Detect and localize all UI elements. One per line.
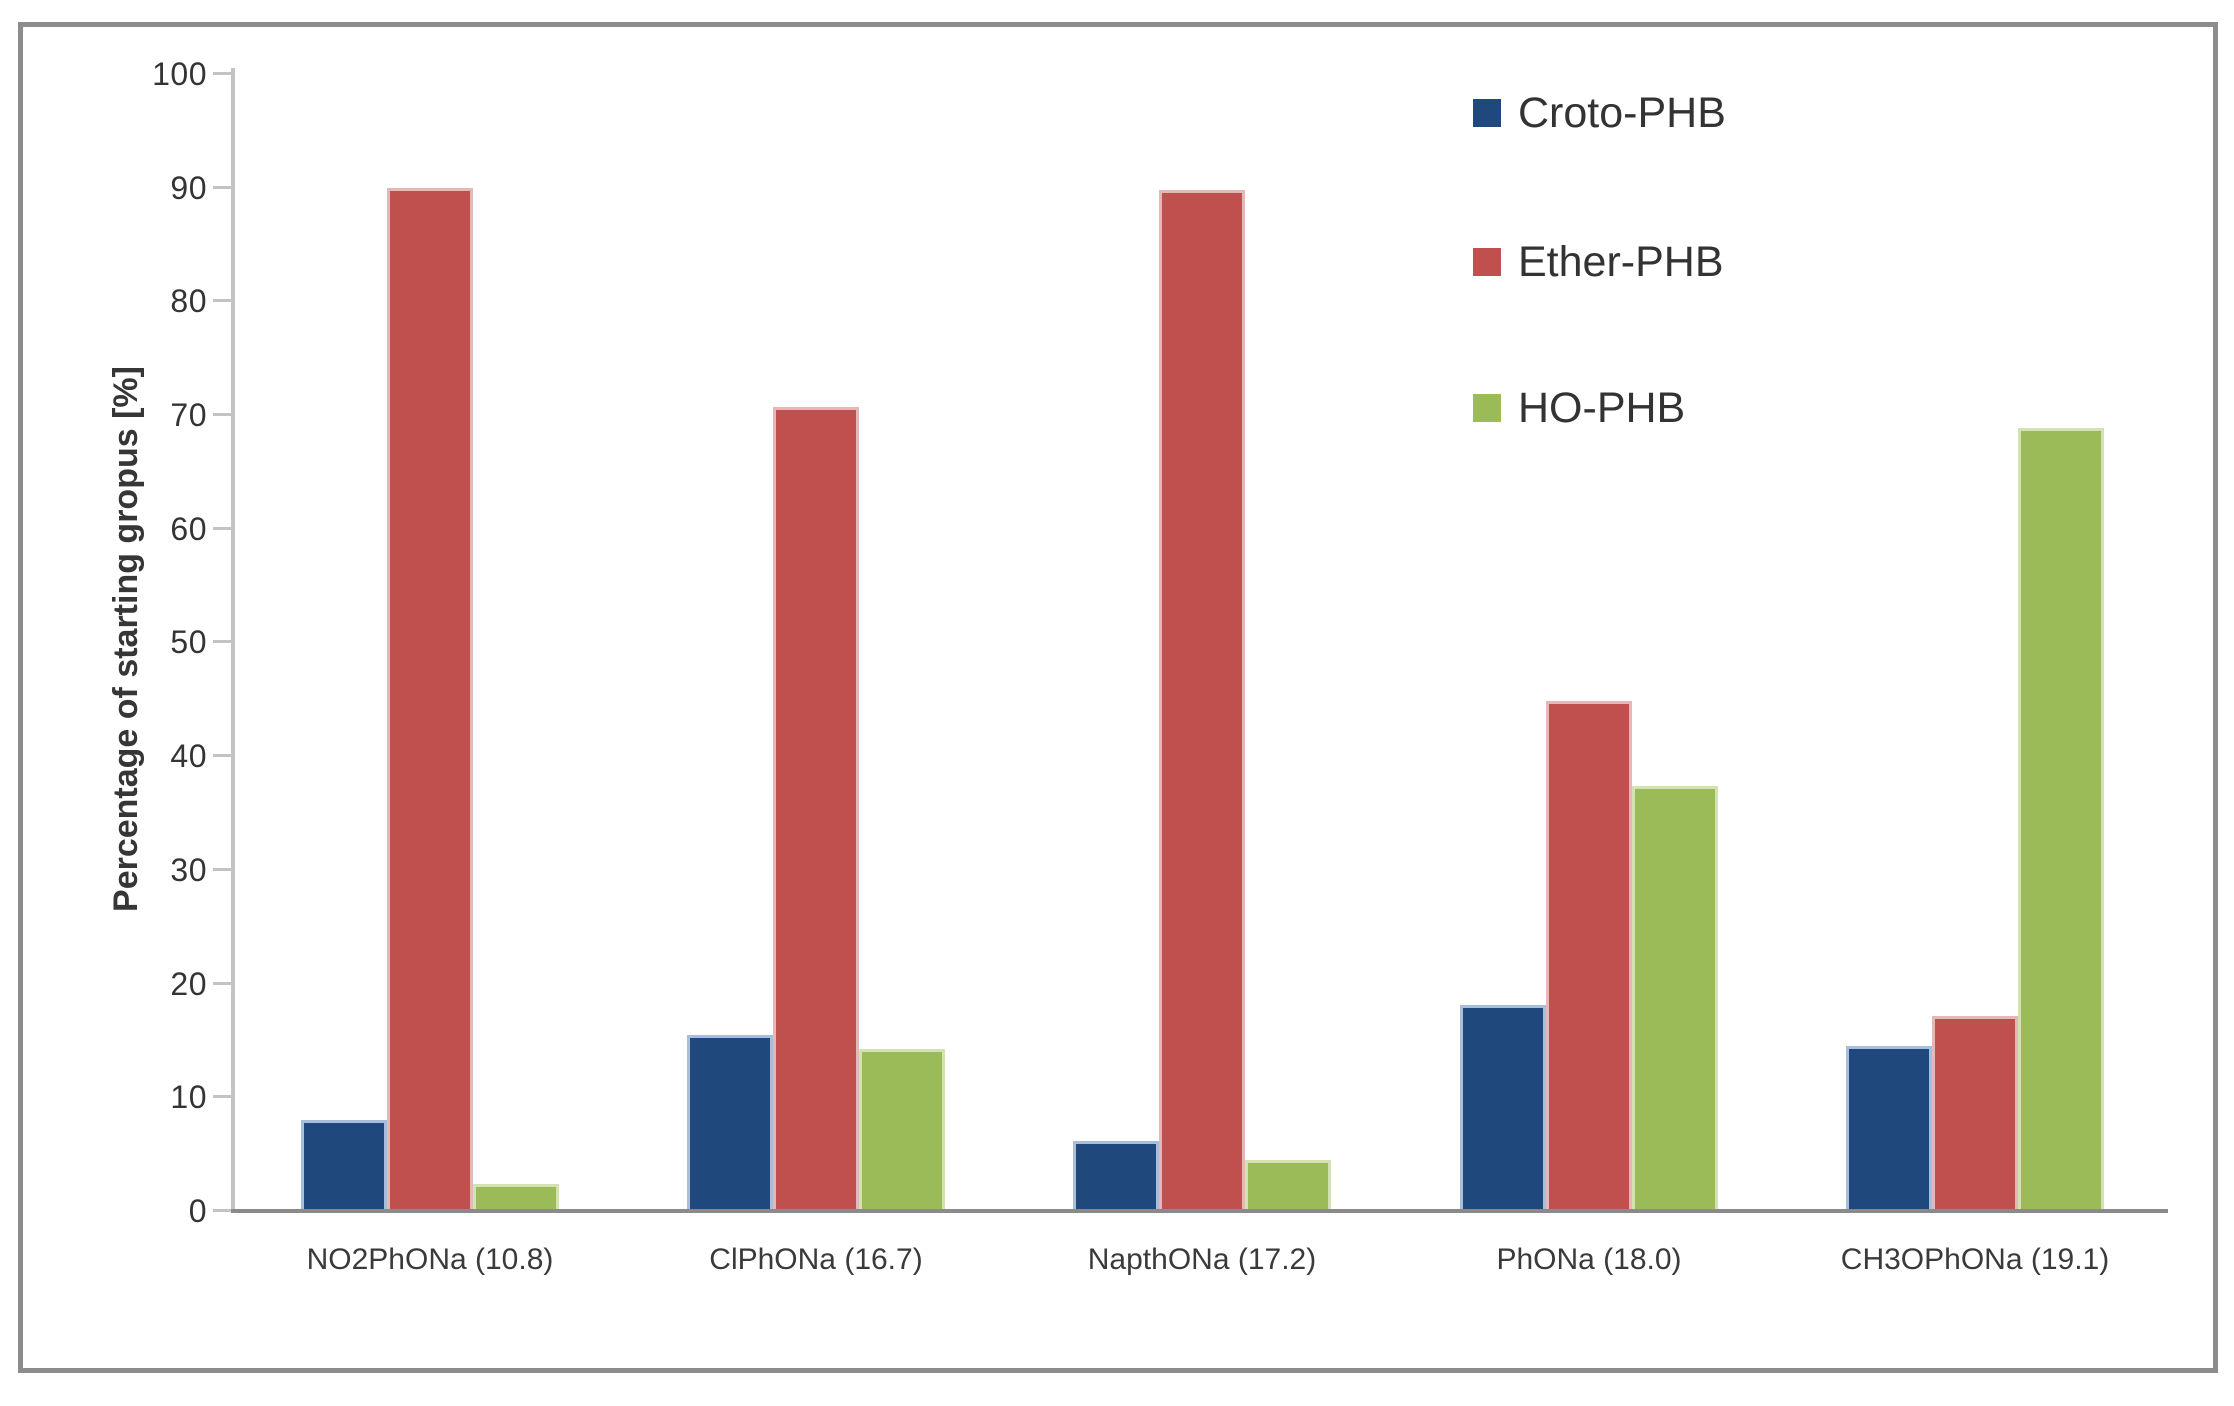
x-axis-label-cat2: NapthONa (17.2): [1087, 1243, 1317, 1276]
x-axis-label-cat4: CH3OPhONa (19.1): [1840, 1243, 2110, 1276]
legend-label: Ether-PHB: [1518, 238, 1724, 286]
legend-swatch-icon-ho-phb: [1473, 394, 1501, 422]
y-axis-tick: [213, 186, 231, 189]
y-axis-tick: [213, 72, 231, 75]
y-tick-label: 30: [170, 852, 207, 888]
y-tick-label: 0: [188, 1193, 207, 1229]
bar-ether-phb-cat1: [773, 407, 859, 1209]
legend-swatch-icon-ether-phb: [1473, 248, 1501, 276]
bar-ho-phb-cat2: [1245, 1160, 1331, 1209]
bar-croto-phb-cat2: [1073, 1141, 1159, 1209]
bar-croto-phb-cat4: [1846, 1046, 1932, 1209]
bar-croto-phb-cat1: [687, 1035, 773, 1209]
y-axis-tick: [213, 299, 231, 302]
legend-item-ether-phb: Ether-PHB: [1473, 239, 1724, 285]
y-axis-tick: [213, 527, 231, 530]
bar-ho-phb-cat0: [473, 1184, 559, 1209]
bar-ho-phb-cat4: [2018, 428, 2104, 1209]
y-tick-label: 50: [170, 624, 207, 660]
y-axis-tick: [213, 640, 231, 643]
legend-item-croto-phb: Croto-PHB: [1473, 90, 1726, 136]
y-axis-tick: [213, 413, 231, 416]
y-axis-tick: [213, 982, 231, 985]
legend-label: HO-PHB: [1518, 384, 1686, 432]
legend-swatch-icon-croto-phb: [1473, 99, 1501, 127]
x-axis-label-cat1: ClPhONa (16.7): [709, 1243, 923, 1276]
y-axis-tick: [213, 754, 231, 757]
plot-area: 0 10 20 30 40 50 60 70 80 90 100 NO2PhONa (10.8) ClP…: [23, 27, 2213, 1368]
y-tick-label: 60: [170, 511, 207, 547]
y-tick-label: 20: [170, 966, 207, 1002]
bar-ho-phb-cat3: [1632, 786, 1718, 1209]
y-tick-label: 70: [170, 397, 207, 433]
y-axis-tick: [213, 868, 231, 871]
y-tick-label: 100: [152, 56, 207, 92]
y-tick-label: 40: [170, 738, 207, 774]
bar-ether-phb-cat0: [387, 188, 473, 1209]
bar-croto-phb-cat3: [1460, 1005, 1546, 1209]
y-tick-label: 80: [170, 283, 207, 319]
x-axis-line: [231, 1209, 2168, 1213]
bar-ether-phb-cat2: [1159, 190, 1245, 1209]
legend-item-ho-phb: HO-PHB: [1473, 385, 1685, 431]
bar-croto-phb-cat0: [301, 1120, 387, 1209]
bar-ho-phb-cat1: [859, 1049, 945, 1209]
bar-ether-phb-cat4: [1932, 1016, 2018, 1209]
y-axis-line: [231, 68, 235, 1213]
bar-ether-phb-cat3: [1546, 701, 1632, 1209]
legend-label: Croto-PHB: [1518, 89, 1726, 137]
y-tick-label: 10: [170, 1079, 207, 1115]
x-axis-label-cat3: PhONa (18.0): [1496, 1243, 1682, 1276]
y-axis-tick: [213, 1209, 231, 1212]
x-axis-label-cat0: NO2PhONa (10.8): [306, 1243, 554, 1276]
y-axis-tick: [213, 1095, 231, 1098]
chart-frame: Percentage of starting gropus [%] 0 10 20 3…: [18, 22, 2218, 1373]
y-tick-label: 90: [170, 170, 207, 206]
